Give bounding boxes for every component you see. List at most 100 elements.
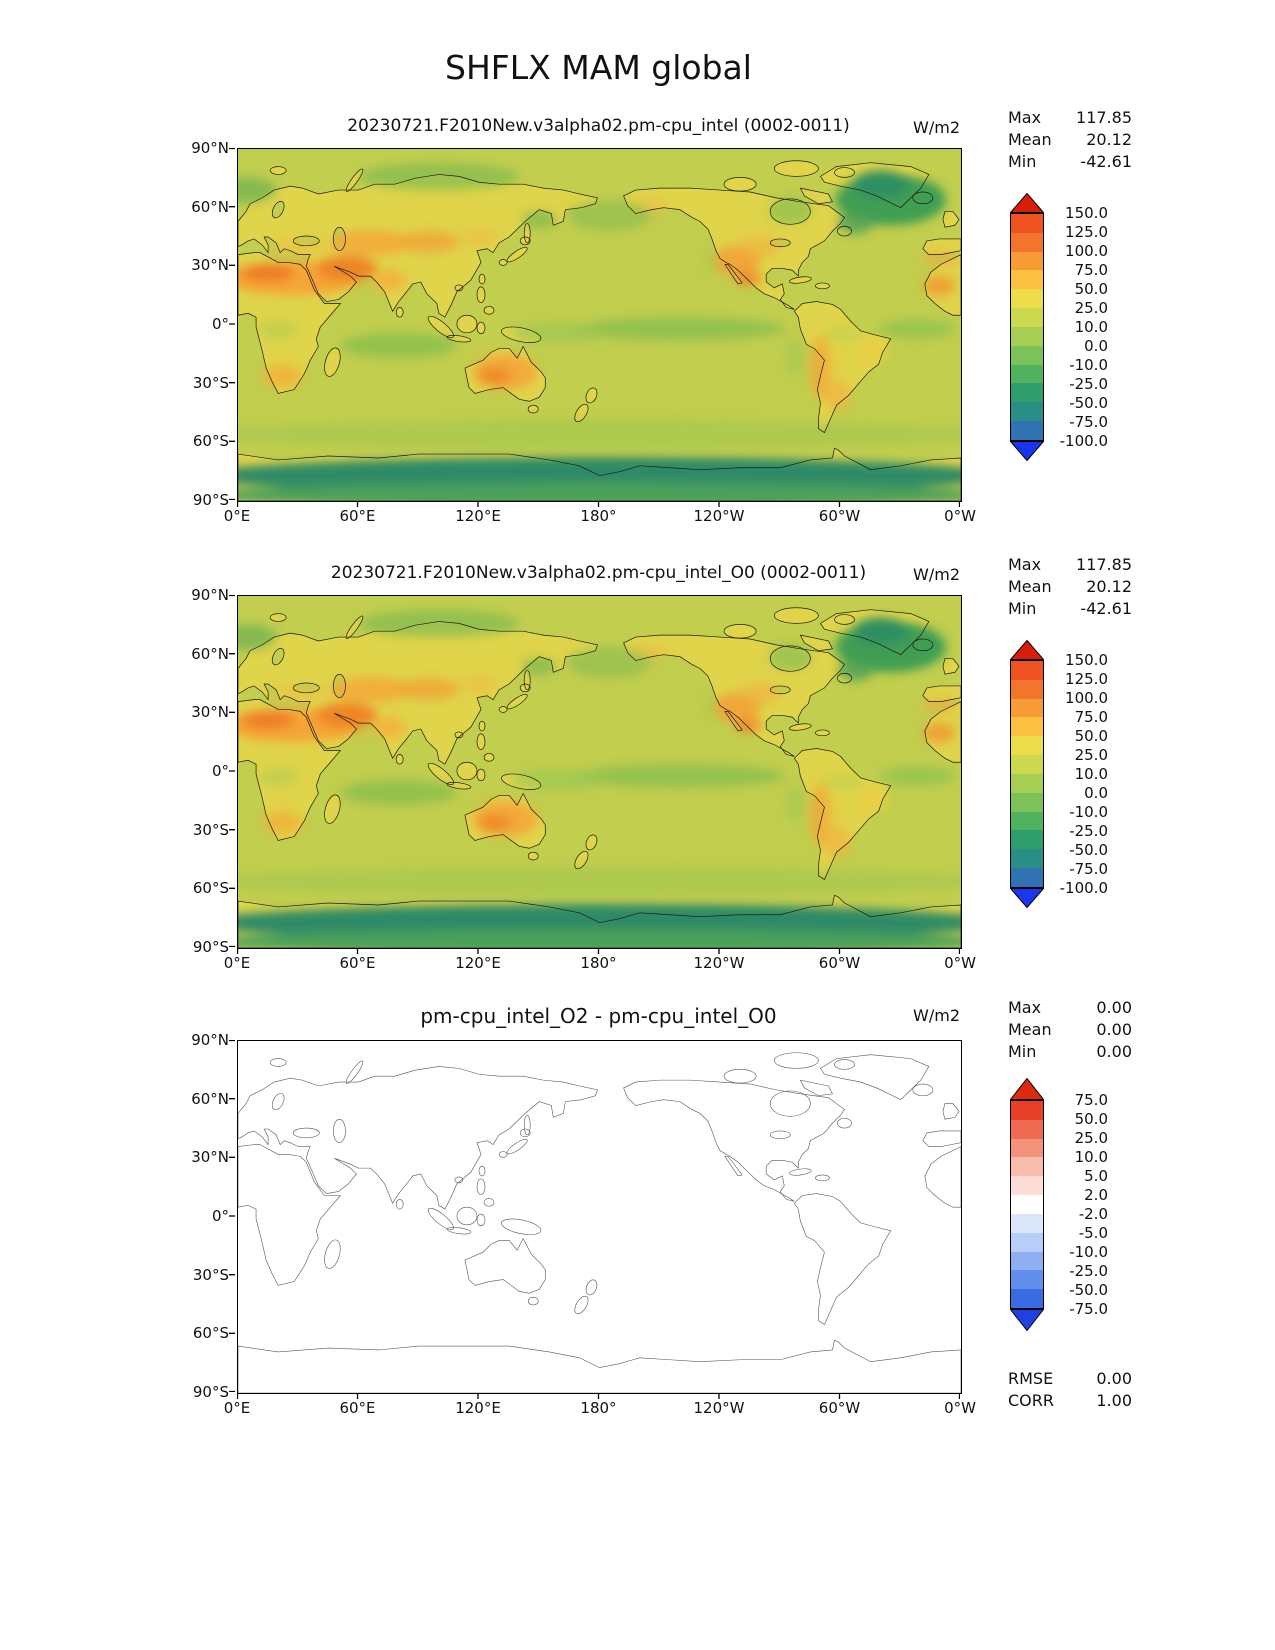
y-tick-label: 30°S xyxy=(192,1265,229,1284)
colorbar-tick-label: -10.0 xyxy=(1069,356,1108,374)
panel-3-title: pm-cpu_intel_O2 - pm-cpu_intel_O0 xyxy=(420,1004,777,1028)
min-label: Min xyxy=(1008,152,1037,171)
colorbar-tick-label: 75.0 xyxy=(1074,261,1108,279)
panel-2-stats: Max 117.85 Mean 20.12 Min -42.61 xyxy=(1008,554,1132,620)
y-tick-label: 90°N xyxy=(191,586,229,604)
colorbar-cells xyxy=(1010,213,1044,441)
colorbar-tick-label: -10.0 xyxy=(1069,803,1108,821)
x-tick-label: 60°E xyxy=(339,507,376,525)
colorbar-tick-label: 25.0 xyxy=(1074,299,1108,317)
colorbar-tick-label: -2.0 xyxy=(1078,1205,1108,1223)
colorbar-tick-label: -75.0 xyxy=(1069,860,1108,878)
colorbar-cell xyxy=(1011,308,1043,327)
colorbar-cell xyxy=(1011,232,1043,252)
colorbar-labels-panel-3: 75.0 50.0 25.0 10.0 5.0 2.0 -2.0 -5.0 -1… xyxy=(1048,1091,1108,1319)
y-axis-labels-panel-2: 90°N 60°N 30°N 0° 30°S 60°S 90°S xyxy=(153,584,229,958)
x-tick-label: 60°E xyxy=(339,954,376,972)
colorbar-tick-label: -25.0 xyxy=(1069,1262,1108,1280)
colorbar-cell xyxy=(1011,1101,1043,1120)
colorbar-cell xyxy=(1011,364,1043,384)
colorbar-tick-label: 100.0 xyxy=(1065,242,1108,260)
colorbar-cell xyxy=(1011,1138,1043,1158)
x-axis-labels-panel-2: 0°E 60°E 120°E 180° 120°W 60°W 0°W xyxy=(189,954,1008,972)
x-tick-label: 0°E xyxy=(223,954,251,972)
colorbar-cell xyxy=(1011,251,1043,271)
world-map-panel-3-difference xyxy=(237,1040,962,1394)
y-tick-label: 90°S xyxy=(192,490,229,509)
y-tick-label: 0° xyxy=(211,761,229,780)
colorbar-top-arrow xyxy=(1010,640,1044,660)
y-tick-label: 30°N xyxy=(191,703,229,722)
colorbar-tick-label: 100.0 xyxy=(1065,689,1108,707)
world-map-panel-2 xyxy=(237,595,962,949)
colorbar-labels-panel-2: 150.0 125.0 100.0 75.0 50.0 25.0 10.0 0.… xyxy=(1048,651,1108,898)
colorbar-cell xyxy=(1011,326,1043,346)
max-value: 117.85 xyxy=(1076,555,1132,574)
min-value: 0.00 xyxy=(1096,1042,1132,1061)
x-tick-label: 0°E xyxy=(223,507,251,525)
colorbar-tick-label: -25.0 xyxy=(1069,375,1108,393)
colorbar-cell xyxy=(1011,402,1043,422)
colorbar-tick-label: 25.0 xyxy=(1074,1129,1108,1147)
colorbar-tick-label: -25.0 xyxy=(1069,822,1108,840)
mean-label: Mean xyxy=(1008,1020,1052,1039)
max-label: Max xyxy=(1008,555,1042,574)
colorbar-cell xyxy=(1011,1289,1043,1308)
y-tick-label: 60°N xyxy=(191,197,229,216)
y-axis-labels-panel-1: 90°N 60°N 30°N 0° 30°S 60°S 90°S xyxy=(153,137,229,511)
colorbar-tick-label: -10.0 xyxy=(1069,1243,1108,1261)
colorbar-tick-label: -100.0 xyxy=(1059,879,1108,897)
x-tick-label: 0°W xyxy=(944,1399,976,1417)
colorbar-cell xyxy=(1011,289,1043,309)
panel-2-header: 20230721.F2010New.v3alpha02.pm-cpu_intel… xyxy=(237,563,960,584)
y-axis-ticks-panel-3 xyxy=(229,1040,235,1392)
max-label: Max xyxy=(1008,998,1042,1017)
mean-value: 20.12 xyxy=(1086,130,1132,149)
x-tick-label: 120°E xyxy=(455,954,501,972)
colorbar-cell xyxy=(1011,345,1043,365)
colorbar-cell xyxy=(1011,383,1043,403)
x-tick-label: 0°W xyxy=(944,954,976,972)
colorbar-panel-3 xyxy=(1010,1078,1044,1331)
y-tick-label: 30°S xyxy=(192,373,229,392)
colorbar-tick-label: 25.0 xyxy=(1074,746,1108,764)
panel-3-header: pm-cpu_intel_O2 - pm-cpu_intel_O0 W/m2 xyxy=(237,1004,960,1028)
colorbar-cell xyxy=(1011,661,1043,680)
colorbar-cell xyxy=(1011,270,1043,290)
x-tick-label: 60°W xyxy=(818,507,861,525)
colorbar-cell xyxy=(1011,1232,1043,1252)
x-axis-ticks-panel-3 xyxy=(237,1393,960,1399)
mean-label: Mean xyxy=(1008,130,1052,149)
y-tick-label: 90°N xyxy=(191,139,229,157)
y-tick-label: 90°N xyxy=(191,1031,229,1049)
y-axis-labels-panel-3: 90°N 60°N 30°N 0° 30°S 60°S 90°S xyxy=(153,1029,229,1403)
max-label: Max xyxy=(1008,108,1042,127)
colorbar-tick-label: 50.0 xyxy=(1074,727,1108,745)
mean-value: 20.12 xyxy=(1086,577,1132,596)
colorbar-tick-label: -50.0 xyxy=(1069,1281,1108,1299)
colorbar-cell xyxy=(1011,849,1043,869)
colorbar-top-arrow xyxy=(1010,193,1044,213)
colorbar-cell xyxy=(1011,1251,1043,1271)
colorbar-tick-label: 50.0 xyxy=(1074,280,1108,298)
min-label: Min xyxy=(1008,1042,1037,1061)
world-map-panel-1 xyxy=(237,148,962,502)
x-axis-ticks-panel-2 xyxy=(237,948,960,954)
x-tick-label: 120°W xyxy=(693,507,745,525)
colorbar-tick-label: 125.0 xyxy=(1065,223,1108,241)
y-tick-label: 30°N xyxy=(191,256,229,275)
colorbar-cell xyxy=(1011,1213,1043,1233)
corr-label: CORR xyxy=(1008,1391,1054,1410)
colorbar-cell xyxy=(1011,717,1043,737)
y-tick-label: 60°N xyxy=(191,644,229,663)
y-tick-label: 90°S xyxy=(192,937,229,956)
colorbar-cell xyxy=(1011,736,1043,756)
colorbar-cell xyxy=(1011,679,1043,699)
x-axis-labels-panel-1: 0°E 60°E 120°E 180° 120°W 60°W 0°W xyxy=(189,507,1008,525)
colorbar-bottom-arrow xyxy=(1010,441,1044,461)
colorbar-tick-label: 50.0 xyxy=(1074,1110,1108,1128)
panel-2-title: 20230721.F2010New.v3alpha02.pm-cpu_intel… xyxy=(330,563,867,583)
rmse-value: 0.00 xyxy=(1096,1369,1132,1388)
x-tick-label: 120°E xyxy=(455,507,501,525)
